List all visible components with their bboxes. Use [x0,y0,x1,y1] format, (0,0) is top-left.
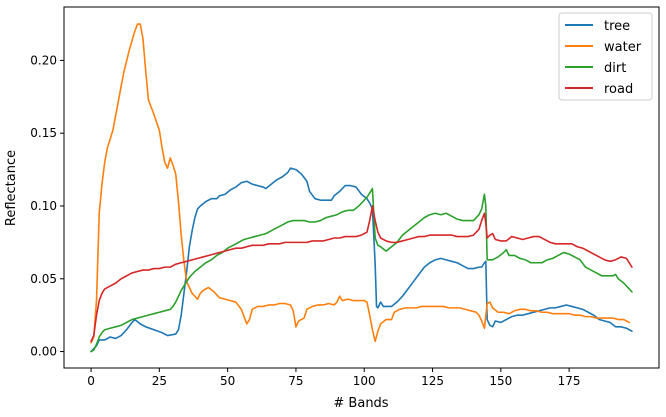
plot-area [63,6,660,369]
x-tick-label: 100 [353,374,376,388]
x-tick-label: 150 [489,374,512,388]
series-group [90,23,633,353]
legend: tree water dirt road [558,12,653,101]
y-tick-label: 0.15 [30,126,57,140]
series-line-water [90,23,631,344]
legend-box [558,12,653,101]
x-tick-label: 175 [558,374,581,388]
legend-label-dirt: dirt [604,61,626,76]
y-tick-label: 0.05 [30,272,57,286]
legend-label-water: water [604,40,642,55]
x-tick-label: 50 [220,374,235,388]
x-tick-label: 0 [87,374,95,388]
x-tick-label: 25 [152,374,167,388]
plot-frame [63,6,660,369]
y-tick-label: 0.10 [30,199,57,213]
x-tick-label: 75 [288,374,303,388]
x-tick-label: 125 [421,374,444,388]
x-axis-label: # Bands [333,396,388,411]
series-line-road [90,205,633,343]
series-line-dirt [90,187,633,353]
legend-label-tree: tree [604,19,630,34]
x-axis-ticks: 0 25 50 75 100 125 150 175 [87,368,581,388]
y-axis-label: Reflectance [4,150,19,226]
y-tick-label: 0.00 [30,345,57,359]
legend-label-road: road [604,82,633,97]
y-axis-ticks: 0.00 0.05 0.10 0.15 0.20 [30,53,64,359]
y-tick-label: 0.20 [30,53,57,67]
